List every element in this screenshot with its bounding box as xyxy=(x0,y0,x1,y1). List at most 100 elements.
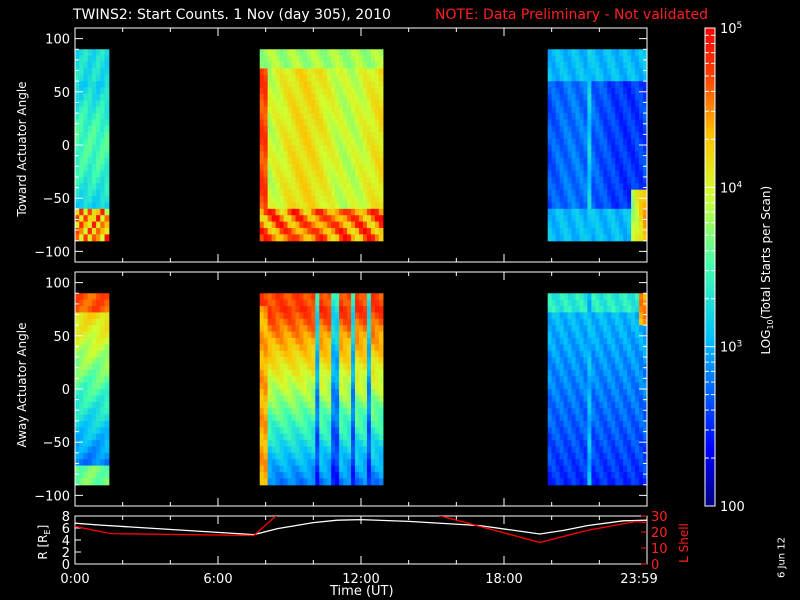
heat-cell xyxy=(639,234,644,242)
heat-cell xyxy=(83,433,89,441)
heat-cell xyxy=(579,433,585,441)
heat-cell xyxy=(643,337,648,345)
heat-cell xyxy=(83,132,89,140)
heat-cell xyxy=(303,183,308,191)
heat-cell xyxy=(263,350,269,358)
heat-cell xyxy=(283,376,289,384)
heat-cell xyxy=(91,471,97,479)
heat-cell xyxy=(79,408,85,416)
heat-cell xyxy=(87,93,93,101)
heat-cell xyxy=(271,318,277,326)
heat-cell xyxy=(374,306,380,314)
heat-cell xyxy=(319,170,324,178)
heat-cell xyxy=(611,183,616,191)
heat-cell xyxy=(96,420,101,428)
heat-cell xyxy=(327,299,332,307)
heat-cell xyxy=(87,227,93,235)
heat-cell xyxy=(627,100,632,108)
heat-cell xyxy=(100,465,106,473)
heat-cell xyxy=(366,401,372,409)
heat-cell xyxy=(307,382,312,390)
heat-cell xyxy=(271,471,277,479)
heat-cell xyxy=(635,395,640,403)
heat-cell xyxy=(635,81,640,89)
heat-cell xyxy=(263,189,269,197)
heat-cell xyxy=(303,331,308,339)
heat-cell xyxy=(283,49,289,57)
heat-cell xyxy=(583,49,589,57)
heat-cell xyxy=(295,151,301,159)
heat-cell xyxy=(595,196,600,204)
heat-cell xyxy=(287,157,293,165)
heat-cell xyxy=(587,74,592,82)
heat-cell xyxy=(347,189,352,197)
heat-cell xyxy=(104,119,110,127)
heat-cell xyxy=(335,401,340,409)
heat-cell xyxy=(331,87,336,95)
heat-cell xyxy=(607,465,612,473)
heat-cell xyxy=(639,331,644,339)
heat-cell xyxy=(79,325,85,333)
heat-cell xyxy=(639,363,644,371)
heat-cell xyxy=(91,389,97,396)
heat-cell xyxy=(611,299,616,307)
heat-cell xyxy=(279,318,285,326)
heat-cell xyxy=(599,369,604,377)
heat-cell xyxy=(339,440,344,448)
heat-cell xyxy=(595,49,600,57)
heat-cell xyxy=(359,318,364,326)
heat-cell xyxy=(591,189,596,197)
heat-cell xyxy=(100,100,106,108)
heat-cell xyxy=(96,183,101,191)
heat-cell xyxy=(359,408,364,416)
heat-cell xyxy=(267,440,273,448)
heat-cell xyxy=(283,420,289,428)
heat-cell xyxy=(87,55,93,63)
heat-cell xyxy=(603,62,608,70)
heat-cell xyxy=(547,55,553,63)
heat-cell xyxy=(91,132,97,140)
heat-cell xyxy=(567,382,573,390)
heat-cell xyxy=(104,376,110,384)
heat-cell xyxy=(279,87,285,95)
heat-cell xyxy=(571,376,577,384)
heat-cell xyxy=(311,318,316,326)
heat-cell xyxy=(551,196,557,204)
heat-cell xyxy=(567,55,573,63)
heat-cell xyxy=(79,350,85,358)
heat-cell xyxy=(96,306,101,314)
heat-cell xyxy=(96,293,101,301)
heat-cell xyxy=(547,183,553,191)
heat-cell xyxy=(315,215,320,223)
heat-cell xyxy=(567,151,573,159)
heat-cell xyxy=(283,62,289,70)
colorbar-tick-label: 104 xyxy=(720,180,743,196)
heat-cell xyxy=(104,164,110,172)
heat-cell xyxy=(343,433,348,441)
heat-cell xyxy=(571,433,577,441)
heat-cell xyxy=(319,312,324,320)
heat-cell xyxy=(591,215,596,223)
heat-cell xyxy=(631,420,636,428)
heat-cell xyxy=(279,215,285,223)
heat-cell xyxy=(315,176,320,184)
heat-cell xyxy=(303,119,308,127)
heat-cell xyxy=(587,465,592,473)
heat-cell xyxy=(599,125,604,133)
heat-cell xyxy=(323,106,328,114)
heat-cell xyxy=(343,465,348,473)
heat-cell xyxy=(619,164,624,172)
heat-cell xyxy=(263,164,269,172)
heat-cell xyxy=(631,215,636,223)
heat-cell xyxy=(343,132,348,140)
heat-cell xyxy=(595,164,600,172)
heat-cell xyxy=(263,227,269,235)
heat-cell xyxy=(378,132,384,140)
heat-cell xyxy=(623,151,628,159)
heat-cell xyxy=(575,49,581,57)
heat-cell xyxy=(319,344,324,352)
heat-cell xyxy=(595,157,600,165)
heat-cell xyxy=(327,331,332,339)
heat-cell xyxy=(319,234,324,242)
